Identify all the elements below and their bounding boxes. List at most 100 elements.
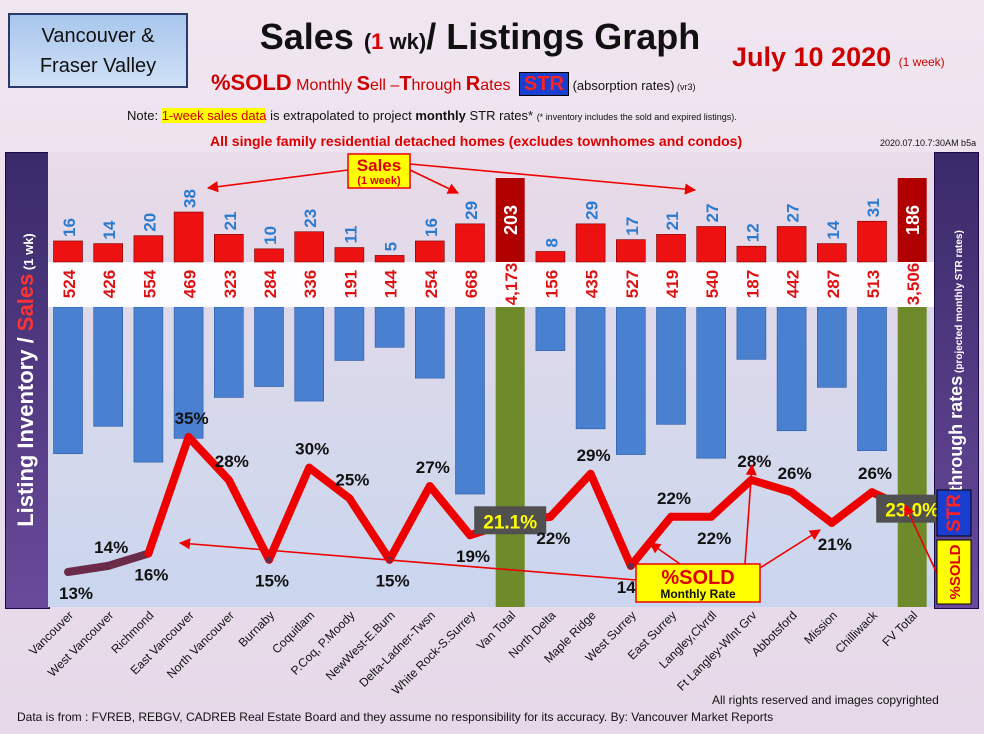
str-point — [667, 513, 675, 520]
str-line-segment — [345, 494, 394, 564]
str-label: 15% — [376, 572, 410, 591]
left-axis-label-part: Listing Inventory — [13, 343, 38, 526]
left-axis-label-part: / — [13, 331, 38, 343]
category-label: FV Total — [879, 608, 920, 649]
str-point — [547, 513, 554, 520]
listing-bar — [133, 306, 164, 463]
listing-bar — [254, 306, 284, 387]
right-axis-label: Sell-through rates (projected monthly ST… — [946, 230, 966, 530]
sales-bar — [254, 248, 284, 263]
sales-callout-arrow — [409, 163, 697, 195]
subtitle-s: S — [356, 73, 370, 95]
str-line-segment — [144, 433, 193, 558]
sales-bars — [53, 178, 927, 263]
report-date: July 10 2020 (1 week) — [732, 42, 945, 73]
note-prefix: Note: — [127, 108, 162, 123]
sold-callout-arrow — [178, 538, 637, 581]
listing-label: 527 — [623, 270, 642, 298]
str-label: 29% — [577, 446, 611, 465]
right-sold-badge: %SOLD — [947, 544, 964, 599]
subtitle-r: R — [465, 73, 481, 95]
listing-label: 191 — [341, 270, 360, 298]
sales-bar-total — [495, 178, 525, 262]
category-label: Ft Langley-Wlnt Grv — [674, 608, 759, 693]
sold-callout-subtitle: Monthly Rate — [660, 587, 736, 601]
sales-bar — [53, 240, 83, 263]
data-labels: 16 524 14 426 20 554 38 469 21 323 10 284 23 336 11 191… — [59, 189, 949, 603]
str-point — [306, 464, 313, 471]
listing-label: 668 — [462, 270, 481, 298]
sales-label: 203 — [501, 205, 521, 235]
right-str-badge: STR — [944, 494, 965, 532]
listing-label: 4,173 — [502, 263, 521, 306]
title-one: 1 — [371, 29, 384, 54]
listing-bar — [776, 306, 807, 432]
sales-bar — [173, 211, 204, 263]
listing-label: 336 — [301, 270, 320, 298]
sales-bar — [334, 247, 365, 263]
listing-bar — [334, 306, 365, 361]
category-label: Chilliwack — [833, 608, 881, 656]
str-label: 14% — [94, 538, 128, 557]
listing-bar — [173, 306, 204, 439]
note-middle: is extrapolated to project — [266, 108, 416, 123]
sales-callout-box — [347, 153, 411, 189]
str-point — [426, 482, 433, 490]
str-point — [225, 476, 232, 484]
listing-bar — [93, 306, 123, 427]
sales-label: 27 — [784, 204, 803, 223]
left-axis-label-part: Sales — [13, 274, 38, 332]
copyright-note: All rights reserved and images copyright… — [712, 693, 939, 707]
chart-subtitle: %SOLD Monthly Sell –Through Rates STR (a… — [211, 70, 695, 96]
title-sales: Sales — [259, 16, 364, 57]
listing-bar-total — [495, 307, 525, 607]
region-line-2: Fraser Valley — [39, 55, 157, 77]
chart-title: Sales (1 wk)/ Listings Graph — [200, 16, 760, 58]
sales-bar — [133, 235, 164, 263]
listing-bar — [857, 306, 887, 451]
sales-label: 29 — [462, 201, 481, 220]
str-label: 25% — [335, 470, 369, 489]
timestamp: 2020.07.10.7:30AM b5a — [880, 138, 977, 148]
str-label: 28% — [215, 452, 249, 471]
region-line-1: Vancouver & — [41, 25, 155, 47]
str-label: 22% — [536, 529, 570, 548]
subtitle-pct: %SOLD — [211, 70, 292, 95]
sales-bar — [656, 234, 686, 263]
sales-label: 20 — [140, 213, 159, 232]
str-line-segment — [546, 469, 595, 521]
sales-bar — [816, 243, 847, 263]
extrapolation-note: Note: 1-week sales data is extrapolated … — [127, 108, 737, 123]
str-label: 22% — [697, 529, 731, 548]
str-point — [828, 519, 835, 527]
listing-label: 156 — [542, 270, 561, 298]
listing-bar — [816, 306, 847, 388]
listing-label: 469 — [181, 270, 200, 298]
str-total-label: 21.1% — [483, 512, 537, 533]
str-point — [185, 433, 192, 441]
sales-label: 31 — [864, 198, 883, 217]
sales-label: 14 — [824, 220, 843, 239]
sold-callout-arrow — [744, 463, 757, 565]
sales-bar — [696, 226, 727, 263]
str-point — [587, 470, 594, 478]
sales-label: 186 — [903, 205, 923, 235]
sales-label: 38 — [181, 189, 200, 208]
str-line-segment — [827, 488, 876, 527]
listing-label: 284 — [261, 269, 280, 298]
listing-label: 287 — [824, 270, 843, 298]
subtitle-version: (vr3) — [674, 82, 696, 92]
str-line-segment — [425, 482, 474, 540]
listing-label: 144 — [382, 269, 401, 298]
listing-bar — [615, 306, 646, 455]
str-line-segment — [64, 561, 113, 576]
listing-bar — [53, 306, 83, 455]
listing-label: 513 — [864, 270, 883, 298]
str-point — [868, 489, 876, 496]
listing-bar — [455, 306, 485, 495]
sales-label: 29 — [583, 201, 602, 220]
str-line-segment — [184, 433, 233, 484]
listing-value-band — [48, 262, 934, 307]
category-label: Mission — [801, 608, 840, 647]
